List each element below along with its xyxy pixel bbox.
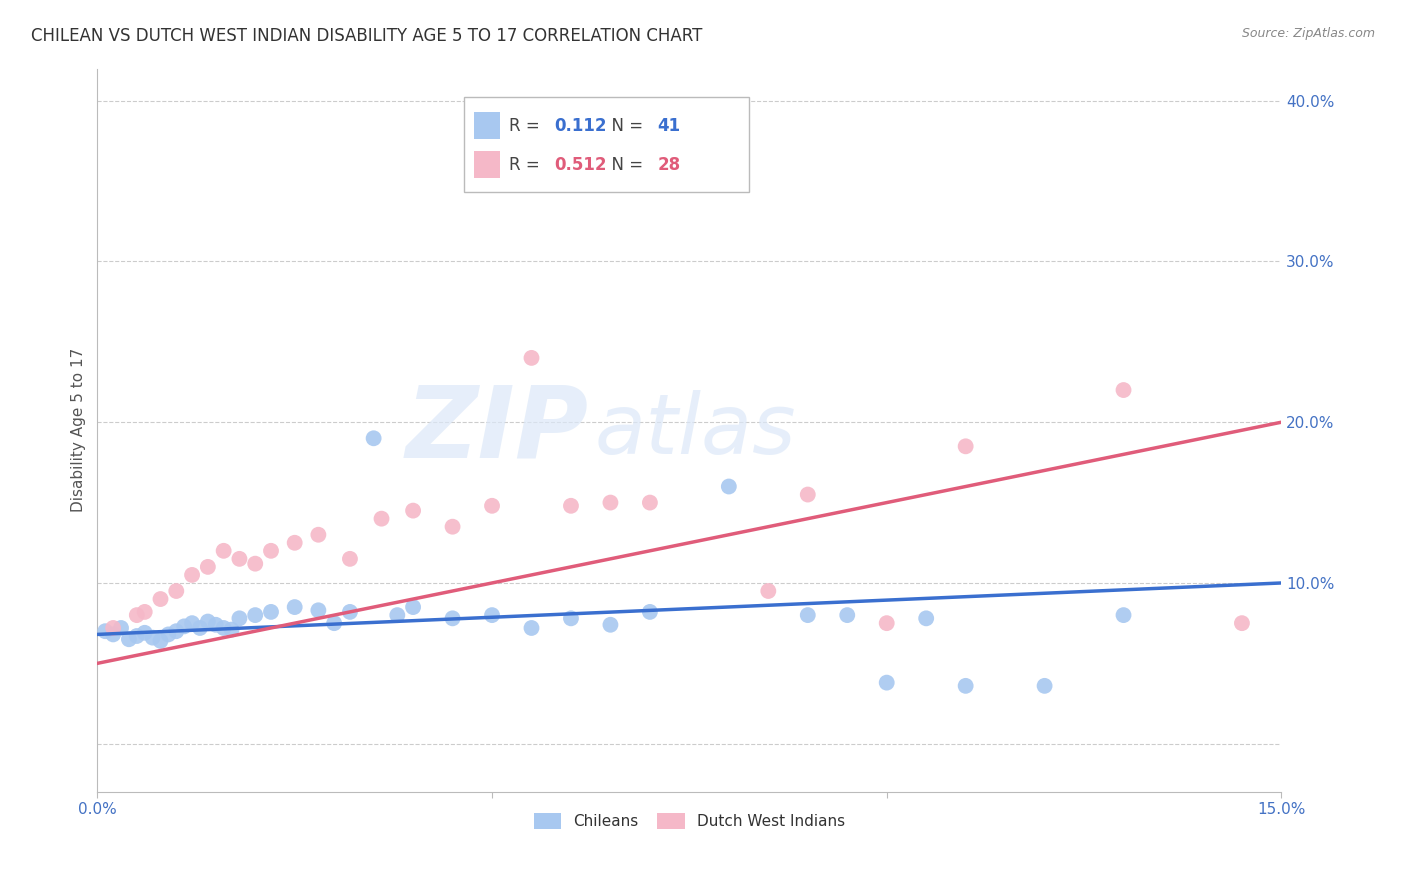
Text: ZIP: ZIP bbox=[406, 382, 589, 479]
Point bbox=[955, 439, 977, 453]
FancyBboxPatch shape bbox=[464, 97, 748, 192]
Point bbox=[181, 568, 204, 582]
Legend: Chileans, Dutch West Indians: Chileans, Dutch West Indians bbox=[527, 806, 851, 835]
Point bbox=[94, 624, 117, 639]
Point bbox=[307, 527, 329, 541]
Text: Source: ZipAtlas.com: Source: ZipAtlas.com bbox=[1241, 27, 1375, 40]
Point bbox=[260, 544, 283, 558]
Point bbox=[560, 499, 582, 513]
Point bbox=[134, 605, 156, 619]
Point bbox=[149, 592, 172, 607]
Point bbox=[599, 617, 621, 632]
Point bbox=[165, 584, 187, 599]
Point bbox=[212, 621, 235, 635]
Text: 0.112: 0.112 bbox=[554, 117, 607, 135]
Point bbox=[204, 617, 226, 632]
Point bbox=[1230, 616, 1253, 631]
Text: R =: R = bbox=[509, 117, 546, 135]
Point bbox=[638, 605, 661, 619]
Text: CHILEAN VS DUTCH WEST INDIAN DISABILITY AGE 5 TO 17 CORRELATION CHART: CHILEAN VS DUTCH WEST INDIAN DISABILITY … bbox=[31, 27, 703, 45]
Text: 41: 41 bbox=[658, 117, 681, 135]
Point bbox=[1033, 679, 1056, 693]
Point bbox=[481, 608, 503, 623]
Point bbox=[197, 615, 219, 629]
Point bbox=[520, 621, 543, 635]
Point bbox=[212, 544, 235, 558]
Bar bbox=[474, 112, 501, 139]
Point bbox=[101, 627, 124, 641]
Point bbox=[149, 633, 172, 648]
Point bbox=[370, 511, 392, 525]
Point bbox=[441, 611, 464, 625]
Point bbox=[441, 519, 464, 533]
Point bbox=[284, 600, 307, 615]
Point bbox=[181, 616, 204, 631]
Point bbox=[363, 431, 385, 445]
Point bbox=[402, 503, 425, 517]
Point bbox=[228, 611, 250, 625]
Text: 28: 28 bbox=[658, 156, 681, 174]
Point bbox=[221, 623, 243, 637]
Point bbox=[260, 605, 283, 619]
Point bbox=[599, 495, 621, 509]
Point bbox=[284, 535, 307, 549]
Point bbox=[402, 600, 425, 615]
Point bbox=[560, 611, 582, 625]
Point bbox=[339, 552, 361, 566]
Point bbox=[387, 608, 409, 623]
Y-axis label: Disability Age 5 to 17: Disability Age 5 to 17 bbox=[72, 348, 86, 512]
Point bbox=[197, 560, 219, 574]
Point bbox=[339, 605, 361, 619]
Point bbox=[125, 629, 148, 643]
Point bbox=[157, 627, 180, 641]
Point bbox=[142, 631, 165, 645]
Point bbox=[876, 616, 898, 631]
Point bbox=[118, 632, 141, 647]
Point bbox=[228, 552, 250, 566]
Bar bbox=[474, 151, 501, 178]
Text: N =: N = bbox=[600, 156, 648, 174]
Text: R =: R = bbox=[509, 156, 546, 174]
Point bbox=[125, 608, 148, 623]
Point bbox=[245, 608, 267, 623]
Text: N =: N = bbox=[600, 117, 648, 135]
Point bbox=[876, 675, 898, 690]
Point bbox=[717, 479, 740, 493]
Point bbox=[520, 351, 543, 365]
Point bbox=[188, 621, 211, 635]
Point bbox=[134, 625, 156, 640]
Text: 0.512: 0.512 bbox=[554, 156, 607, 174]
Point bbox=[837, 608, 859, 623]
Point bbox=[797, 487, 820, 501]
Point bbox=[481, 499, 503, 513]
Point bbox=[797, 608, 820, 623]
Point bbox=[955, 679, 977, 693]
Point bbox=[245, 557, 267, 571]
Point bbox=[307, 603, 329, 617]
Point bbox=[1112, 383, 1135, 397]
Point bbox=[323, 616, 346, 631]
Point bbox=[165, 624, 187, 639]
Point bbox=[110, 621, 132, 635]
Point bbox=[173, 619, 195, 633]
Point bbox=[915, 611, 938, 625]
Point bbox=[1112, 608, 1135, 623]
Text: atlas: atlas bbox=[595, 390, 796, 471]
Point bbox=[101, 621, 124, 635]
Point bbox=[638, 495, 661, 509]
Point bbox=[756, 584, 779, 599]
